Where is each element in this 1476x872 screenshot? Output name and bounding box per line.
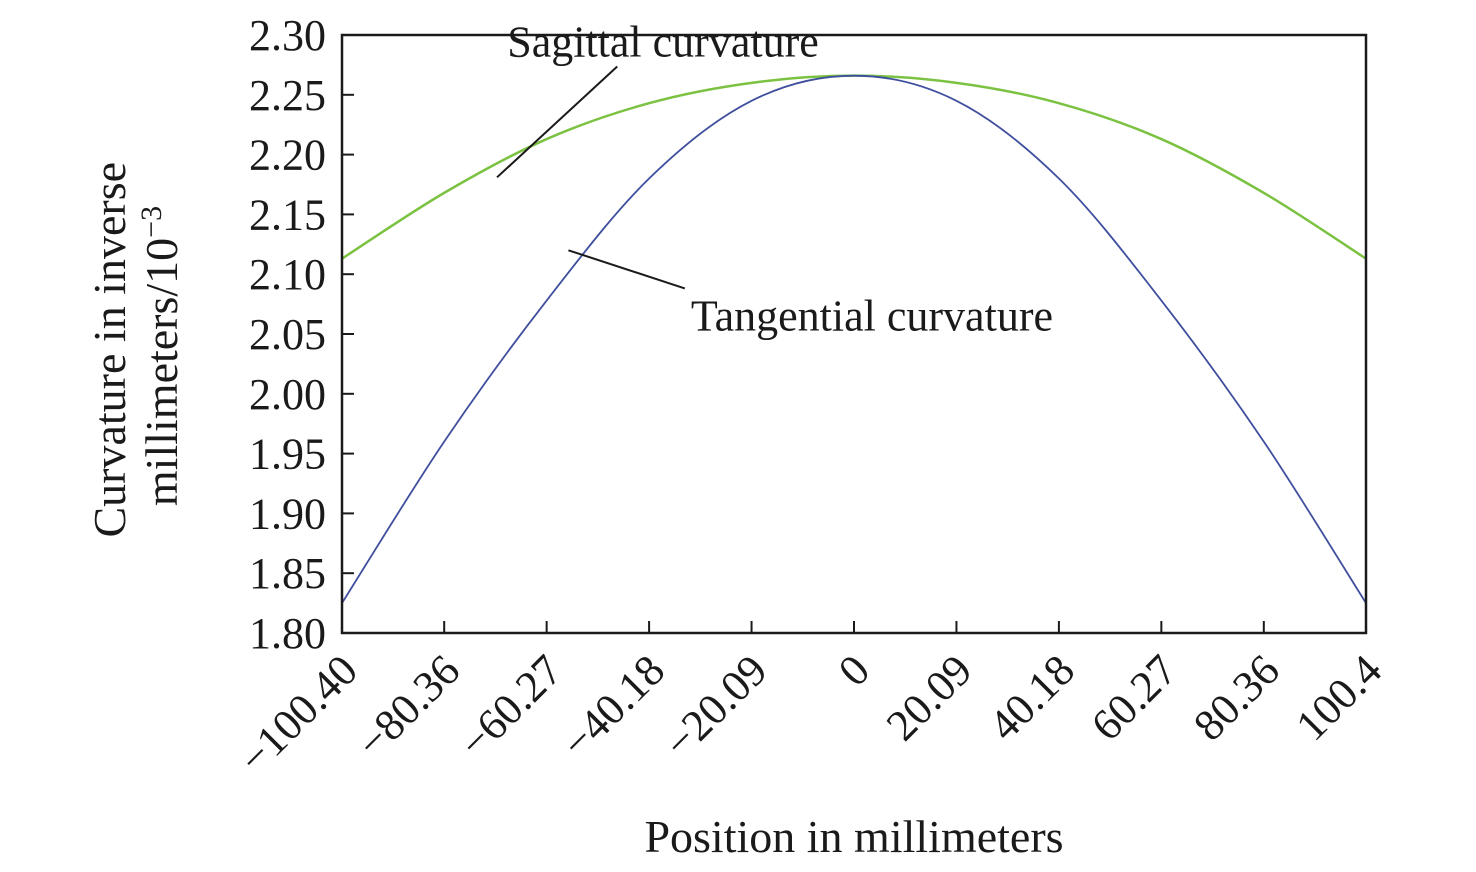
- y-tick-label: 2.20: [249, 131, 326, 180]
- y-tick-label: 1.85: [249, 549, 326, 598]
- x-tick-label: −20.09: [654, 645, 776, 767]
- tangential-curvature-label: Tangential curvature: [691, 291, 1053, 340]
- x-tick-label: 40.18: [979, 645, 1084, 750]
- y-tick-label: 2.30: [249, 11, 326, 60]
- y-axis-title-line-1: Curvature in inverse: [84, 162, 135, 538]
- x-tick-label: −40.18: [552, 645, 674, 767]
- y-tick-label: 1.95: [249, 430, 326, 479]
- y-axis-title-exponent: −3: [135, 206, 168, 238]
- sagittal-curvature-label: Sagittal curvature: [507, 18, 819, 67]
- x-tick-label: −100.40: [229, 645, 367, 783]
- y-axis-title: Curvature in inverse millimeters/10−3: [84, 150, 187, 537]
- y-tick-label: 2.10: [249, 250, 326, 299]
- y-tick-label: 1.90: [249, 489, 326, 538]
- x-tick-label: −60.27: [450, 645, 572, 767]
- tangential-leader-line: [568, 249, 686, 290]
- y-axis-title-line-2: millimeters/10: [136, 238, 187, 506]
- series-line-tangential: [341, 74, 1367, 604]
- y-tick-label: 1.80: [249, 609, 326, 658]
- x-tick-label: 60.27: [1082, 645, 1187, 750]
- y-tick-label: 2.05: [249, 310, 326, 359]
- sagittal-leader-line: [496, 65, 618, 179]
- x-axis-title: Position in millimeters: [644, 811, 1063, 862]
- x-tick-label: 80.36: [1184, 645, 1289, 750]
- x-tick-label: 20.09: [877, 645, 982, 750]
- series-line-sagittal: [341, 74, 1367, 260]
- y-tick-label: 2.00: [249, 370, 326, 419]
- x-tick-label: −80.36: [347, 645, 469, 767]
- y-tick-label: 2.15: [249, 190, 326, 239]
- y-tick-label: 2.25: [249, 71, 326, 120]
- x-tick-label: 100.4: [1286, 645, 1391, 750]
- x-tick-label: 0: [829, 645, 879, 695]
